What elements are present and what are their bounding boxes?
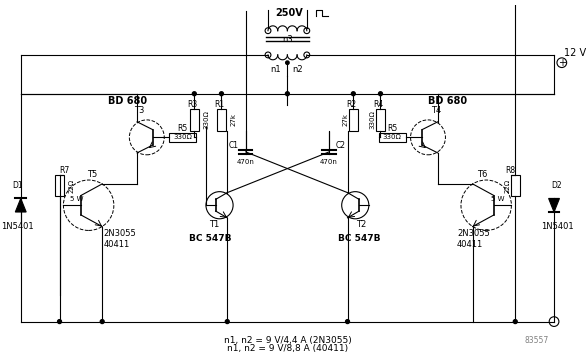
Text: 12 V: 12 V xyxy=(564,48,586,58)
Circle shape xyxy=(220,92,223,96)
Bar xyxy=(511,175,520,196)
Bar xyxy=(217,109,226,131)
Text: 2N3055
40411: 2N3055 40411 xyxy=(103,230,136,249)
Text: 22Ω: 22Ω xyxy=(505,179,510,193)
Bar xyxy=(190,109,199,131)
Circle shape xyxy=(285,60,290,65)
Text: n1, n2 = 9 V/4,4 A (2N3055): n1, n2 = 9 V/4,4 A (2N3055) xyxy=(223,336,351,345)
Bar xyxy=(376,109,385,131)
Text: T6: T6 xyxy=(477,170,488,179)
Text: 330Ω: 330Ω xyxy=(370,110,376,129)
Text: BD 680: BD 680 xyxy=(428,96,467,105)
Text: 83557: 83557 xyxy=(525,336,549,345)
Text: R7: R7 xyxy=(59,166,70,175)
Text: 330Ω: 330Ω xyxy=(173,134,192,140)
Text: 470n: 470n xyxy=(320,158,338,165)
Text: 250V: 250V xyxy=(275,8,303,18)
Text: BD 680: BD 680 xyxy=(108,96,147,105)
Bar xyxy=(169,132,196,142)
Text: 1N5401: 1N5401 xyxy=(541,222,573,231)
Text: T2: T2 xyxy=(356,220,366,229)
Text: R2: R2 xyxy=(346,100,356,109)
Text: D2: D2 xyxy=(551,181,563,190)
Text: R5: R5 xyxy=(178,124,188,133)
Text: 5 W: 5 W xyxy=(70,196,84,203)
Text: 22Ω: 22Ω xyxy=(68,179,74,193)
Text: 330Ω: 330Ω xyxy=(383,134,401,140)
Text: R8: R8 xyxy=(505,166,516,175)
Text: C1: C1 xyxy=(229,140,239,149)
Text: R3: R3 xyxy=(188,100,197,109)
Circle shape xyxy=(379,92,383,96)
Text: R5: R5 xyxy=(387,124,397,133)
Circle shape xyxy=(352,92,355,96)
Circle shape xyxy=(513,319,517,323)
Polygon shape xyxy=(15,199,26,212)
Text: 27k: 27k xyxy=(230,113,236,126)
Circle shape xyxy=(100,319,104,323)
Text: 470n: 470n xyxy=(237,158,255,165)
Text: T3: T3 xyxy=(134,106,144,115)
Text: 1N5401: 1N5401 xyxy=(2,222,34,231)
Circle shape xyxy=(57,319,62,323)
Text: C2: C2 xyxy=(336,140,346,149)
Bar xyxy=(349,109,357,131)
Text: BC 547B: BC 547B xyxy=(189,234,231,243)
Polygon shape xyxy=(548,199,560,212)
Text: n1, n2 = 9 V/8,8 A (40411): n1, n2 = 9 V/8,8 A (40411) xyxy=(227,344,348,353)
Circle shape xyxy=(285,92,289,96)
Circle shape xyxy=(192,92,196,96)
Circle shape xyxy=(346,319,349,323)
Text: R4: R4 xyxy=(373,100,384,109)
Text: D1: D1 xyxy=(12,181,23,190)
Text: 330Ω: 330Ω xyxy=(203,110,209,129)
Text: T5: T5 xyxy=(87,170,98,179)
Text: T4: T4 xyxy=(431,106,441,115)
Text: 27k: 27k xyxy=(343,113,349,126)
Text: n3: n3 xyxy=(282,35,293,44)
Text: 2N3055
40411: 2N3055 40411 xyxy=(457,230,490,249)
Text: 5 W: 5 W xyxy=(491,196,505,203)
Text: BC 547B: BC 547B xyxy=(338,234,380,243)
Text: n2: n2 xyxy=(292,65,302,74)
Bar xyxy=(379,132,406,142)
Bar xyxy=(55,175,64,196)
Circle shape xyxy=(226,319,229,323)
Text: n1: n1 xyxy=(271,65,281,74)
Text: R1: R1 xyxy=(214,100,224,109)
Text: T1: T1 xyxy=(209,220,219,229)
Text: +: + xyxy=(558,58,566,68)
